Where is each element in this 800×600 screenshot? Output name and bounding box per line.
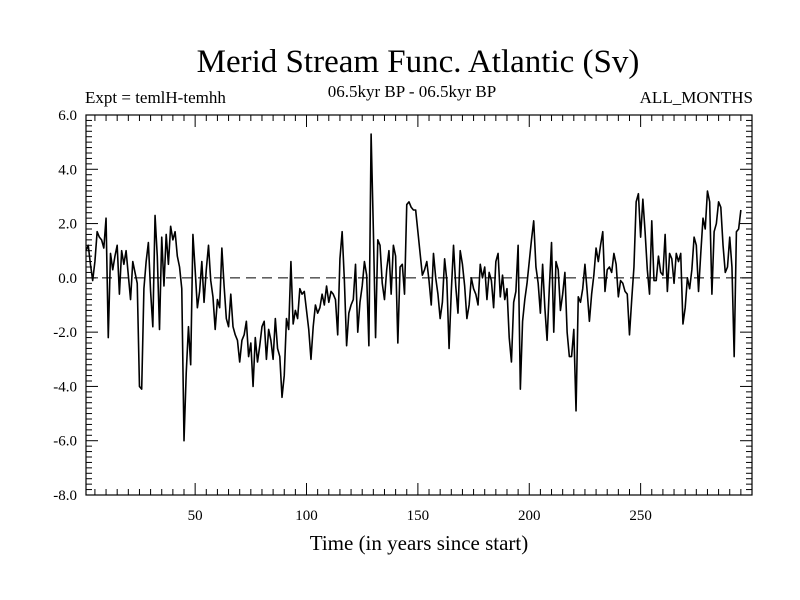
y-tick-label: -4.0	[53, 379, 77, 395]
x-tick-label: 100	[295, 508, 318, 524]
x-tick-label: 50	[188, 508, 203, 524]
chart-title: Merid Stream Func. Atlantic (Sv)	[197, 44, 640, 80]
axis-ticks	[86, 114, 753, 496]
months-label: ALL_MONTHS	[640, 88, 753, 107]
x-tick-label: 250	[629, 508, 652, 524]
y-tick-label: -6.0	[53, 434, 77, 450]
series-line	[85, 133, 742, 442]
x-axis-labels: 50 100 150 200 250	[188, 508, 652, 524]
x-tick-label: 200	[518, 508, 541, 524]
y-tick-label: 4.0	[58, 162, 77, 178]
y-tick-label: 2.0	[58, 217, 77, 233]
y-tick-label: 0.0	[58, 271, 77, 287]
y-axis-labels: 6.0 4.0 2.0 0.0 -2.0 -4.0 -6.0 -8.0	[53, 108, 77, 504]
x-tick-label: 150	[407, 508, 430, 524]
experiment-label: Expt = temlH-temhh	[85, 88, 226, 107]
y-tick-label: -2.0	[53, 325, 77, 341]
y-tick-label: 6.0	[58, 108, 77, 124]
y-tick-label: -8.0	[53, 488, 77, 504]
x-axis-title: Time (in years since start)	[310, 531, 529, 555]
plot-frame	[85, 114, 753, 496]
period-label: 06.5kyr BP - 06.5kyr BP	[328, 82, 496, 101]
